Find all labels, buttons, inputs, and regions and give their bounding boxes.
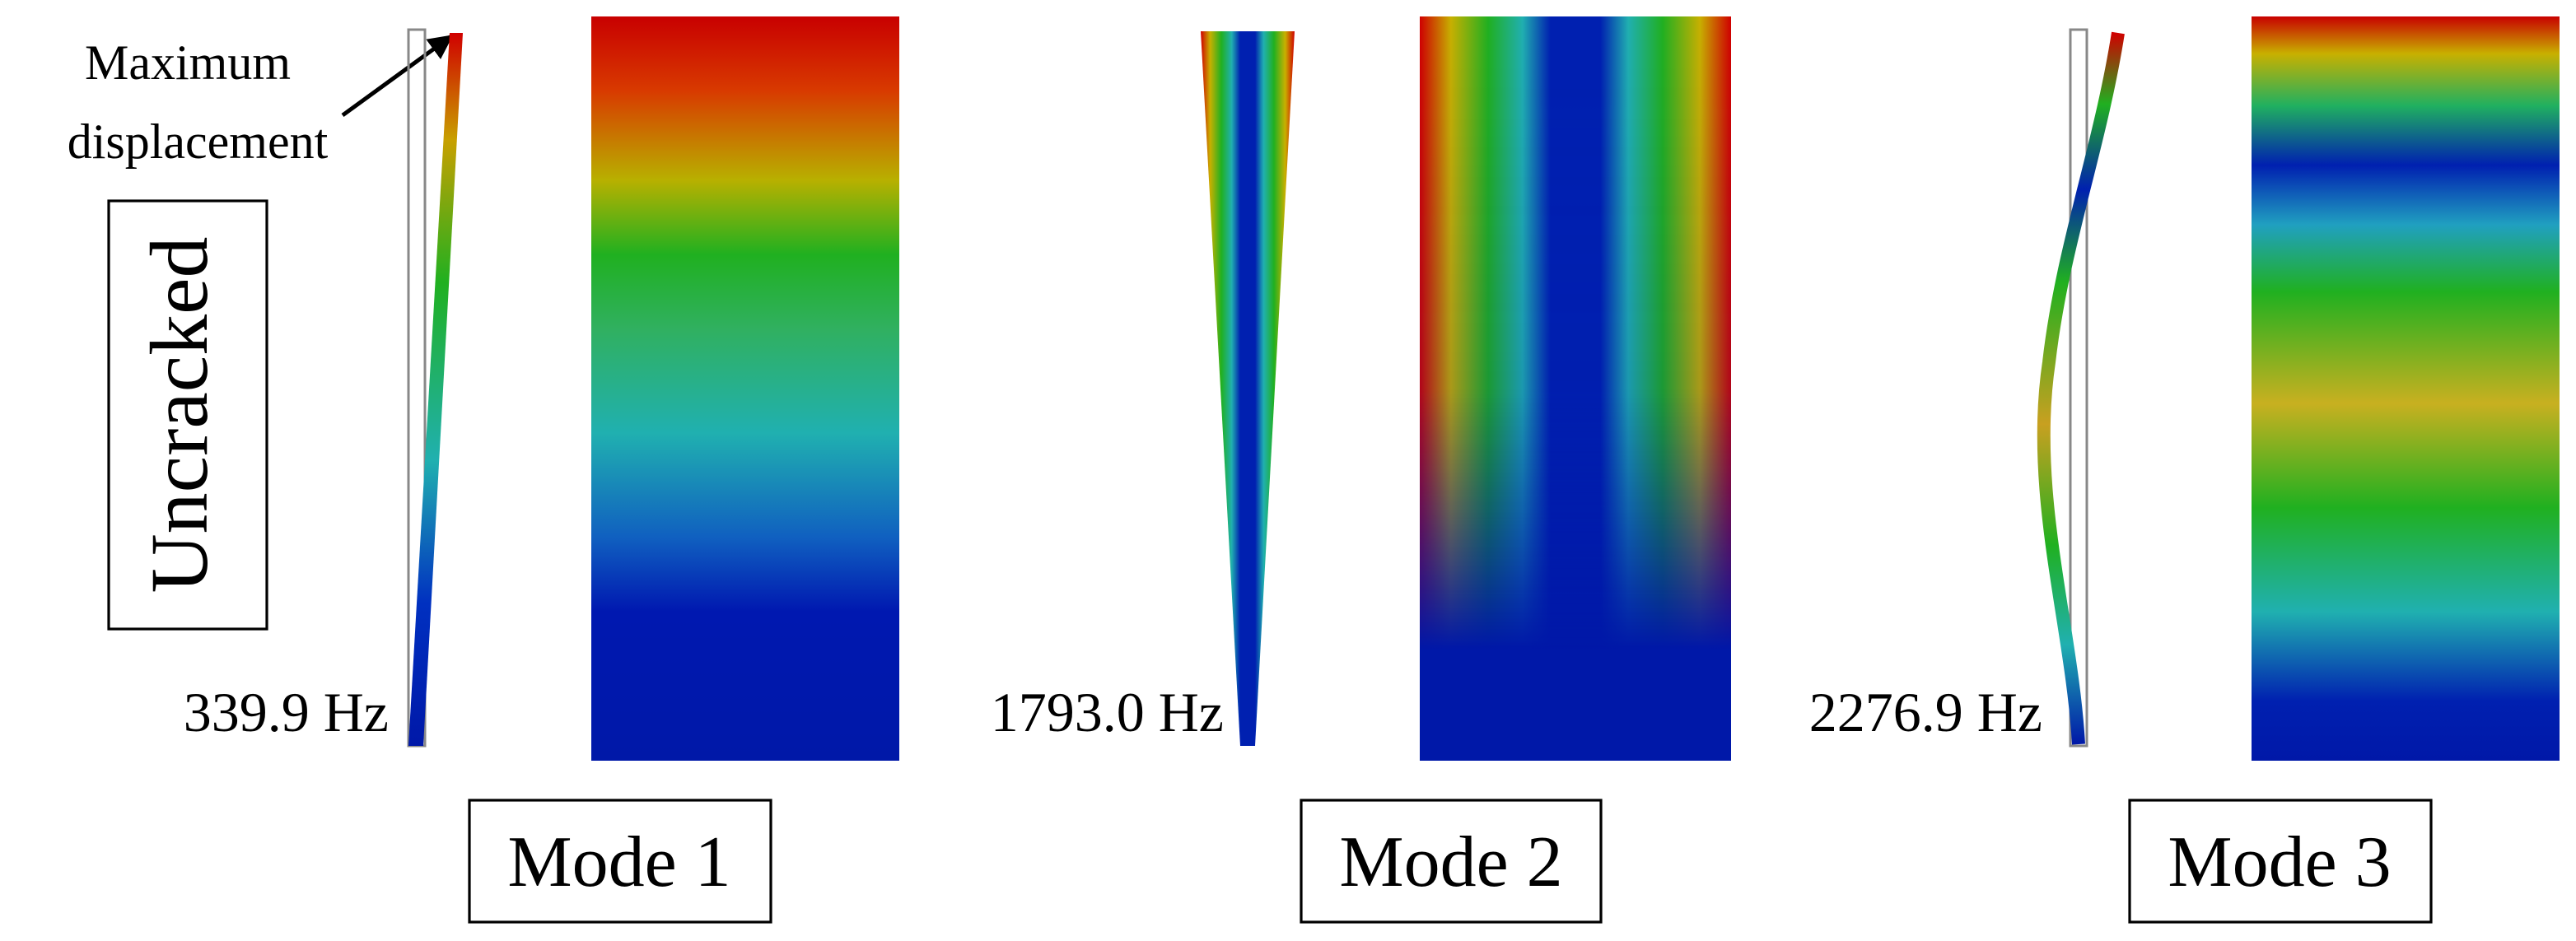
frequency-label: 339.9 Hz [184,681,389,743]
mode-box [1300,799,1603,924]
frequency-label: 1793.0 Hz [991,681,1224,743]
annotation-line: Maximum [85,35,291,90]
deformed-beam [2037,31,2125,745]
mode-label: Mode 3 [2168,822,2391,902]
mode-box [2128,799,2433,924]
state-box [107,199,268,631]
mode-box [468,799,772,924]
mode-contour [2252,16,2560,761]
mode-contour-field [1420,16,1731,761]
mode-label: Mode 1 [507,822,730,902]
deformed-beam [408,33,463,746]
mode-contour [591,16,899,761]
mode-label: Mode 2 [1339,822,1562,902]
deformed-beam [1201,31,1295,746]
annotation-arrow [341,34,454,118]
frequency-label: 2276.9 Hz [1809,681,2042,743]
state-label: Uncracked [133,236,225,593]
undeformed-beam [2069,28,2088,748]
annotation-line: displacement [68,114,329,169]
